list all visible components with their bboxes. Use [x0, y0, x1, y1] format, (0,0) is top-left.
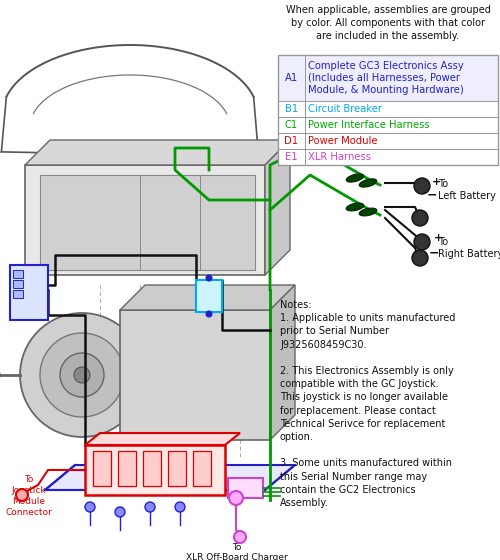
Bar	[278, 55, 498, 165]
Text: D1: D1	[284, 136, 298, 146]
Polygon shape	[85, 433, 240, 445]
Bar	[278, 133, 498, 149]
Text: −: −	[429, 246, 440, 259]
Bar	[13, 280, 23, 288]
Text: Circuit Breaker: Circuit Breaker	[308, 104, 382, 114]
Circle shape	[145, 502, 155, 512]
Circle shape	[85, 502, 95, 512]
Circle shape	[175, 502, 185, 512]
Bar	[25, 165, 265, 275]
Circle shape	[234, 531, 246, 543]
Circle shape	[412, 210, 428, 226]
Bar	[85, 445, 225, 495]
Text: +: +	[432, 177, 442, 187]
Polygon shape	[120, 285, 295, 310]
Circle shape	[206, 275, 212, 281]
Ellipse shape	[360, 179, 376, 187]
Bar	[143, 451, 161, 486]
Circle shape	[206, 311, 212, 317]
Circle shape	[412, 250, 428, 266]
Text: Notes:
1. Applicable to units manufactured
prior to Serial Number
J9325608459C30: Notes: 1. Applicable to units manufactur…	[280, 300, 456, 508]
Polygon shape	[25, 140, 290, 165]
Text: −: −	[427, 189, 438, 202]
Text: +: +	[434, 233, 444, 243]
Ellipse shape	[346, 203, 364, 211]
Text: Complete GC3 Electronics Assy
(Includes all Harnesses, Power
Module, & Mounting : Complete GC3 Electronics Assy (Includes …	[308, 60, 464, 95]
Bar	[228, 478, 263, 498]
Bar	[120, 310, 270, 440]
Bar	[278, 117, 498, 133]
Circle shape	[16, 489, 28, 501]
Bar	[193, 451, 211, 486]
Text: E1: E1	[285, 152, 298, 162]
Bar	[278, 55, 498, 101]
Text: Power Interface Harness: Power Interface Harness	[308, 120, 430, 130]
Circle shape	[229, 491, 243, 505]
Bar	[93, 451, 111, 486]
Text: To
Right Battery: To Right Battery	[438, 237, 500, 259]
Circle shape	[414, 178, 430, 194]
Text: To
XLR Off-Board Charger
Harness Connector: To XLR Off-Board Charger Harness Connect…	[186, 543, 288, 560]
Polygon shape	[270, 285, 295, 440]
Circle shape	[414, 234, 430, 250]
Text: C1: C1	[285, 120, 298, 130]
Bar	[196, 280, 222, 312]
Bar	[168, 451, 186, 486]
Polygon shape	[45, 465, 295, 490]
Ellipse shape	[359, 208, 377, 216]
Bar	[40, 175, 255, 270]
Text: To
Joystick
Module
Connector: To Joystick Module Connector	[5, 475, 52, 517]
Circle shape	[74, 367, 90, 383]
Bar	[118, 451, 136, 486]
Circle shape	[20, 313, 144, 437]
Text: B1: B1	[285, 104, 298, 114]
Polygon shape	[265, 140, 290, 275]
Text: Power Module: Power Module	[308, 136, 378, 146]
Text: XLR Harness: XLR Harness	[308, 152, 371, 162]
Bar	[278, 149, 498, 165]
Text: To
Left Battery: To Left Battery	[438, 179, 496, 201]
Bar	[13, 270, 23, 278]
Bar	[10, 265, 48, 320]
Bar	[13, 290, 23, 298]
Circle shape	[60, 353, 104, 397]
Ellipse shape	[346, 174, 364, 182]
Bar	[278, 101, 498, 117]
Circle shape	[40, 333, 124, 417]
Circle shape	[115, 507, 125, 517]
Text: When applicable, assemblies are grouped
by color. All components with that color: When applicable, assemblies are grouped …	[286, 5, 490, 41]
Text: A1: A1	[285, 73, 298, 83]
